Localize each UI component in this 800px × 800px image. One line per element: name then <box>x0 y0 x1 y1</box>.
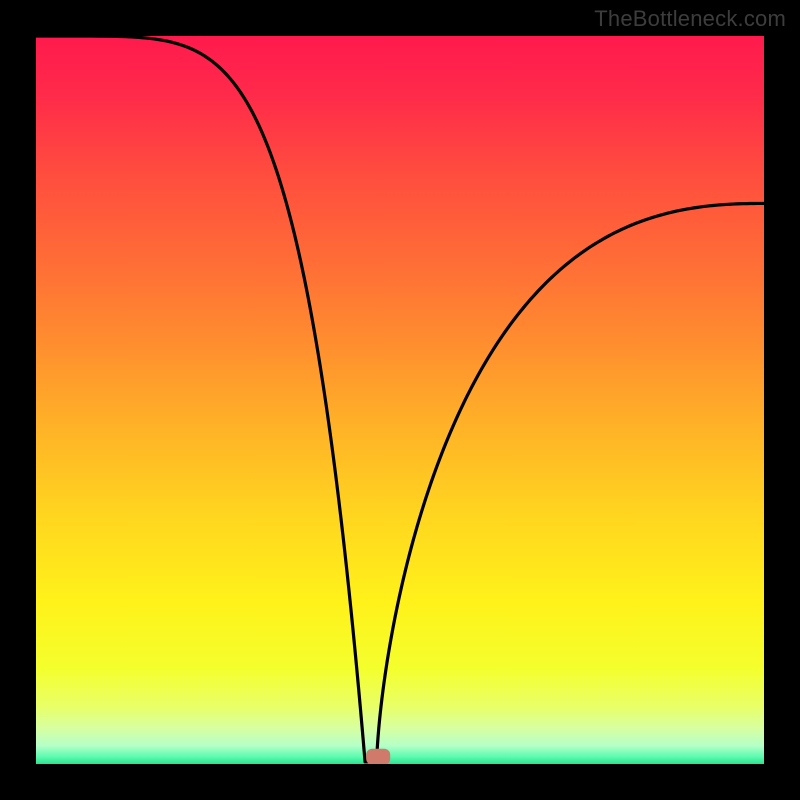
plot-area <box>36 36 764 765</box>
chart-svg <box>0 0 800 800</box>
valley-marker <box>366 749 390 765</box>
gradient-background <box>36 36 764 764</box>
stage: TheBottleneck.com <box>0 0 800 800</box>
watermark-text: TheBottleneck.com <box>594 6 786 32</box>
